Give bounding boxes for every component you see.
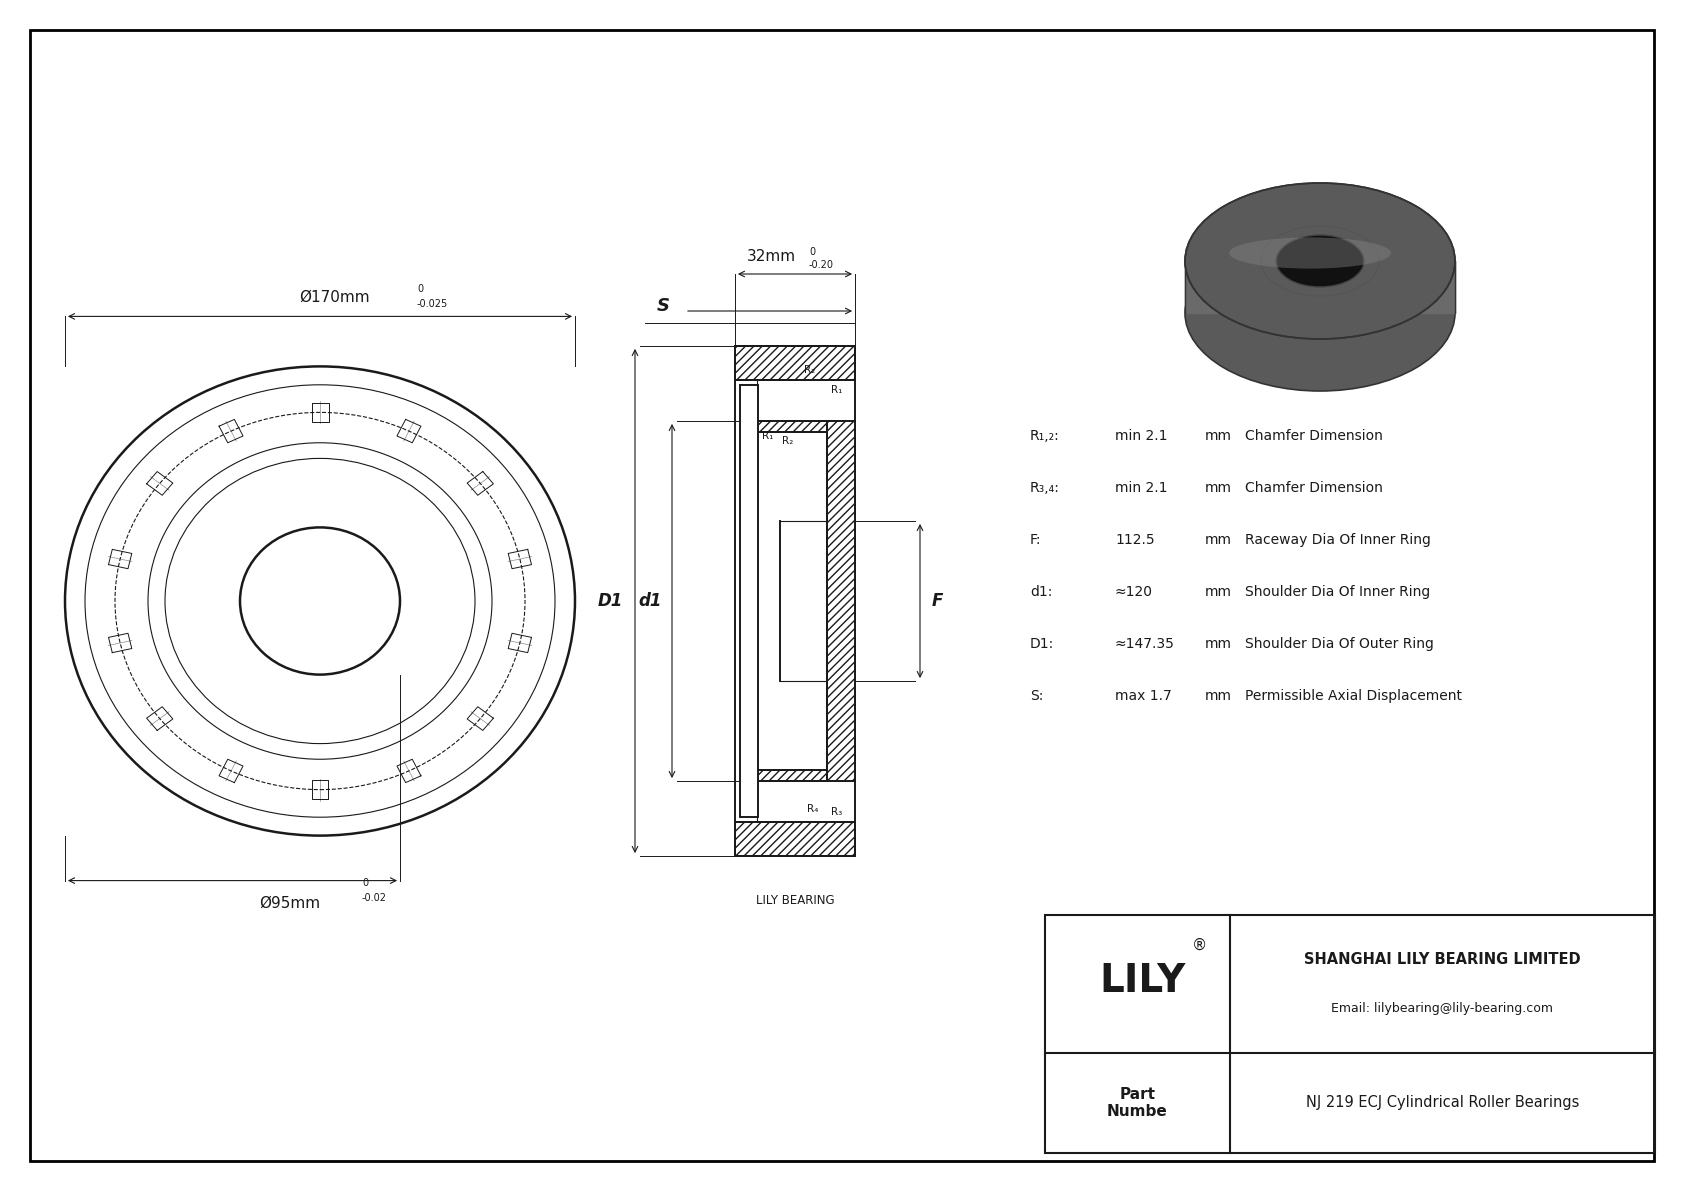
Text: D1:: D1:: [1031, 637, 1054, 651]
Text: Shoulder Dia Of Outer Ring: Shoulder Dia Of Outer Ring: [1244, 637, 1433, 651]
Text: max 1.7: max 1.7: [1115, 690, 1172, 703]
Ellipse shape: [1186, 235, 1455, 391]
Text: ®: ®: [1192, 937, 1207, 953]
Text: LILY BEARING: LILY BEARING: [756, 894, 834, 908]
Text: SHANGHAI LILY BEARING LIMITED: SHANGHAI LILY BEARING LIMITED: [1303, 952, 1581, 967]
Ellipse shape: [1229, 237, 1391, 269]
Text: ≈120: ≈120: [1115, 585, 1154, 599]
Text: mm: mm: [1206, 637, 1233, 651]
Text: mm: mm: [1206, 585, 1233, 599]
Text: Chamfer Dimension: Chamfer Dimension: [1244, 429, 1383, 443]
Text: NJ 219 ECJ Cylindrical Roller Bearings: NJ 219 ECJ Cylindrical Roller Bearings: [1305, 1096, 1580, 1110]
Bar: [758, 769, 855, 781]
Text: S: S: [657, 297, 670, 314]
Text: Chamfer Dimension: Chamfer Dimension: [1244, 481, 1383, 495]
Text: mm: mm: [1206, 690, 1233, 703]
Bar: [1046, 915, 1655, 1153]
Text: Ø170mm: Ø170mm: [300, 289, 370, 305]
Text: D1: D1: [598, 592, 623, 610]
Text: mm: mm: [1206, 429, 1233, 443]
Bar: [734, 347, 855, 380]
Ellipse shape: [1276, 287, 1364, 339]
Text: d1: d1: [638, 592, 662, 610]
Ellipse shape: [1186, 183, 1455, 339]
Text: LILY: LILY: [1100, 962, 1186, 1000]
Text: 112.5: 112.5: [1115, 534, 1155, 547]
Bar: [734, 822, 855, 856]
Text: Permissible Axial Displacement: Permissible Axial Displacement: [1244, 690, 1462, 703]
Text: 0: 0: [418, 285, 423, 294]
Bar: [739, 385, 758, 817]
Bar: [758, 420, 855, 432]
Text: Raceway Dia Of Inner Ring: Raceway Dia Of Inner Ring: [1244, 534, 1431, 547]
Text: Shoulder Dia Of Inner Ring: Shoulder Dia Of Inner Ring: [1244, 585, 1430, 599]
Text: Part
Numbe: Part Numbe: [1106, 1087, 1169, 1120]
Text: S:: S:: [1031, 690, 1044, 703]
Text: R₁: R₁: [832, 385, 842, 395]
Bar: [827, 420, 855, 781]
Text: 0: 0: [362, 878, 369, 887]
Text: R₂: R₂: [805, 364, 815, 375]
Text: F: F: [931, 592, 943, 610]
Text: -0.02: -0.02: [362, 892, 387, 903]
Text: mm: mm: [1206, 481, 1233, 495]
Text: Email: lilybearing@lily-bearing.com: Email: lilybearing@lily-bearing.com: [1332, 1003, 1554, 1016]
Text: F:: F:: [1031, 534, 1041, 547]
Text: ≈147.35: ≈147.35: [1115, 637, 1175, 651]
Text: R₃: R₃: [832, 807, 842, 817]
Text: min 2.1: min 2.1: [1115, 429, 1167, 443]
Text: R₂: R₂: [781, 436, 793, 445]
Text: -0.025: -0.025: [418, 299, 448, 310]
Text: -0.20: -0.20: [808, 260, 834, 270]
Polygon shape: [1186, 261, 1455, 313]
Text: min 2.1: min 2.1: [1115, 481, 1167, 495]
Text: R₁,₂:: R₁,₂:: [1031, 429, 1059, 443]
Text: Ø95mm: Ø95mm: [259, 896, 320, 911]
Text: 32mm: 32mm: [746, 249, 795, 264]
Text: R₃,₄:: R₃,₄:: [1031, 481, 1059, 495]
Text: R₄: R₄: [807, 804, 818, 813]
Ellipse shape: [1276, 235, 1364, 287]
Text: 0: 0: [808, 247, 815, 257]
Polygon shape: [1276, 261, 1364, 313]
Text: d1:: d1:: [1031, 585, 1052, 599]
Text: mm: mm: [1206, 534, 1233, 547]
Text: R₁: R₁: [761, 431, 773, 441]
